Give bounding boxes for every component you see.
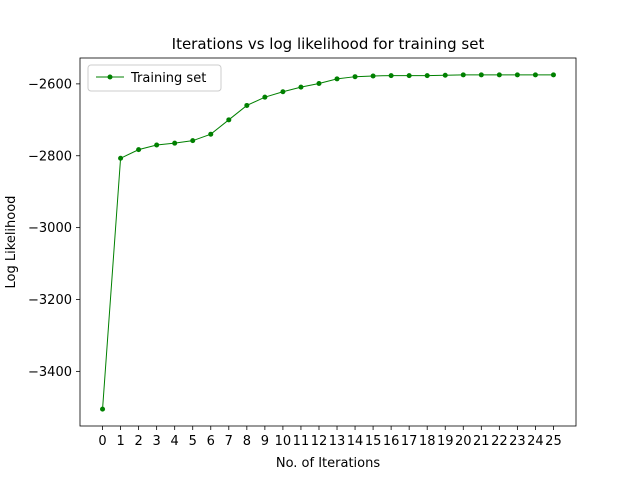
- x-tick-label-12: 12: [311, 434, 328, 449]
- data-point-0-14: [352, 74, 358, 80]
- data-point-0-25: [550, 72, 556, 78]
- data-point-0-6: [208, 131, 214, 137]
- legend: Training set: [87, 64, 222, 92]
- x-tick-label-24: 24: [527, 434, 544, 449]
- y-tick-label-2: −3000: [28, 221, 72, 236]
- data-point-0-23: [514, 72, 520, 78]
- x-tick-label-0: 0: [98, 434, 106, 449]
- data-point-0-12: [316, 81, 322, 87]
- y-tick-label-1: −3200: [28, 293, 72, 308]
- x-tick-label-21: 21: [473, 434, 490, 449]
- data-point-0-2: [136, 147, 142, 153]
- x-tick-label-9: 9: [261, 434, 269, 449]
- x-tick-label-5: 5: [189, 434, 197, 449]
- data-point-0-0: [100, 406, 106, 412]
- data-point-0-20: [460, 72, 466, 78]
- data-point-0-5: [190, 138, 196, 144]
- x-tick-label-17: 17: [401, 434, 418, 449]
- data-point-0-21: [478, 72, 484, 78]
- data-point-0-1: [118, 155, 124, 161]
- x-tick-label-11: 11: [293, 434, 310, 449]
- data-point-0-24: [532, 72, 538, 78]
- chart-title: Iterations vs log likelihood for trainin…: [172, 35, 485, 53]
- x-tick-label-16: 16: [383, 434, 400, 449]
- legend-label-training-set: Training set: [130, 71, 206, 86]
- x-tick-label-1: 1: [116, 434, 124, 449]
- data-point-0-7: [226, 117, 232, 123]
- x-tick-label-15: 15: [365, 434, 382, 449]
- y-tick-label-4: −2600: [28, 77, 72, 92]
- y-tick-label-3: −2800: [28, 149, 72, 164]
- x-tick-label-13: 13: [329, 434, 346, 449]
- axes-frame: [79, 57, 577, 427]
- data-point-0-10: [280, 89, 286, 95]
- plot-area: 0 1 2 3 4 5 6 7 8 9 10 11 12 13 14 15 16 17 18 19 20 21 22 23 24…: [28, 57, 577, 449]
- data-point-0-9: [262, 94, 268, 100]
- legend-box: [87, 64, 222, 92]
- data-point-0-8: [244, 102, 250, 108]
- y-tick-label-0: −3400: [28, 365, 72, 380]
- x-tick-label-23: 23: [509, 434, 526, 449]
- data-point-0-13: [334, 76, 340, 82]
- data-point-0-16: [388, 73, 394, 79]
- data-point-0-18: [424, 73, 430, 79]
- x-tick-label-14: 14: [347, 434, 364, 449]
- y-axis-title: Log Likelihood: [4, 196, 19, 289]
- x-tick-label-25: 25: [545, 434, 562, 449]
- data-point-0-11: [298, 84, 304, 90]
- x-tick-label-3: 3: [153, 434, 161, 449]
- x-tick-label-10: 10: [275, 434, 292, 449]
- x-tick-label-6: 6: [207, 434, 215, 449]
- x-tick-label-20: 20: [455, 434, 472, 449]
- x-axis-title: No. of Iterations: [276, 456, 381, 471]
- x-tick-label-18: 18: [419, 434, 436, 449]
- data-point-0-15: [370, 73, 376, 79]
- series-line-0: [102, 74, 554, 410]
- x-tick-label-2: 2: [134, 434, 142, 449]
- x-tick-label-4: 4: [171, 434, 179, 449]
- x-tick-label-22: 22: [491, 434, 508, 449]
- x-tick-label-8: 8: [243, 434, 251, 449]
- data-point-0-3: [154, 142, 160, 148]
- x-tick-label-19: 19: [437, 434, 454, 449]
- x-tick-label-7: 7: [225, 434, 233, 449]
- legend-marker: [107, 74, 113, 80]
- data-point-0-22: [496, 72, 502, 78]
- data-point-0-4: [172, 140, 178, 146]
- data-point-0-19: [442, 72, 448, 78]
- data-point-0-17: [406, 73, 412, 79]
